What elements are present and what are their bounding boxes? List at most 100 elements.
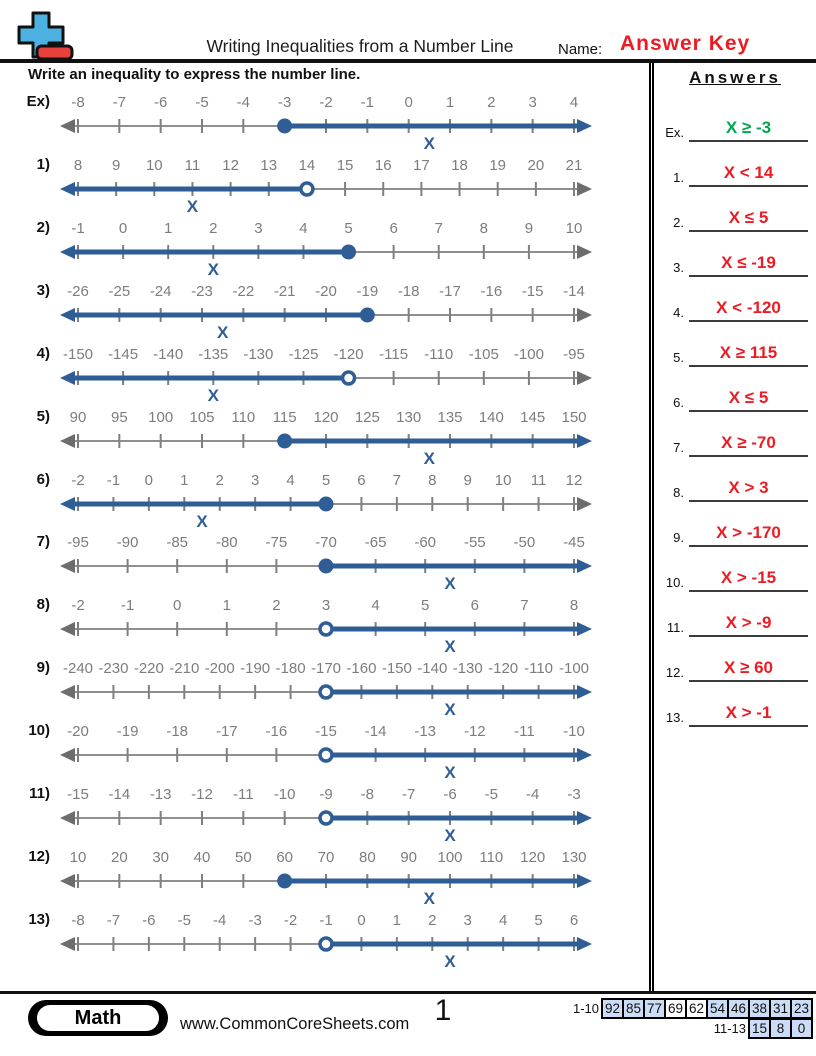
problem-row: 13) -8 -7 -6 -5 -4 -3 -2 -1 0 1 2 3 4 5 6 X	[0, 908, 650, 971]
tick-labels: -15 -14 -13 -12 -11 -10 -9 -8 -7 -6 -5 -4 -3	[67, 786, 581, 803]
svg-text:-100: -100	[559, 660, 589, 677]
svg-text:-3: -3	[278, 94, 291, 111]
svg-text:-75: -75	[266, 534, 288, 551]
score-cell: 69	[664, 998, 687, 1019]
svg-text:17: 17	[413, 157, 430, 174]
svg-text:95: 95	[111, 409, 128, 426]
svg-text:2: 2	[216, 472, 224, 489]
svg-text:0: 0	[404, 94, 412, 111]
svg-text:-60: -60	[414, 534, 436, 551]
problem-row: 3) -26 -25 -24 -23 -22 -21 -20 -19 -18 -17 -16 -15 -1…	[0, 279, 650, 342]
problem-number: 7)	[36, 533, 50, 551]
right-arrowhead	[577, 622, 592, 637]
boundary-point-closed	[277, 433, 293, 449]
tick-labels: -150 -145 -140 -135 -130 -125 -120 -115 -110 -105…	[63, 346, 585, 363]
svg-text:2: 2	[209, 220, 217, 237]
svg-text:-11: -11	[233, 786, 254, 803]
svg-text:70: 70	[318, 849, 335, 866]
svg-text:-130: -130	[243, 346, 273, 363]
svg-text:-18: -18	[398, 283, 420, 300]
left-arrowhead	[60, 433, 75, 448]
svg-text:0: 0	[145, 472, 153, 489]
left-arrowhead	[60, 622, 75, 637]
svg-text:-50: -50	[514, 534, 536, 551]
tick-labels: -8 -7 -6 -5 -4 -3 -2 -1 0 1 2 3 4	[71, 94, 578, 111]
svg-text:-1: -1	[107, 472, 120, 489]
svg-text:6: 6	[471, 597, 479, 614]
answer-value: X > -15	[720, 568, 777, 587]
svg-text:20: 20	[528, 157, 545, 174]
svg-text:5: 5	[534, 912, 542, 929]
answer-item: 7. X ≥ -70	[656, 412, 814, 457]
svg-text:-1: -1	[71, 220, 84, 237]
answer-blank-line: X > 3	[689, 478, 808, 502]
svg-text:-95: -95	[67, 534, 89, 551]
svg-text:2: 2	[428, 912, 436, 929]
boundary-point-open	[318, 747, 334, 763]
problem-number: 5)	[36, 407, 50, 425]
svg-text:-6: -6	[142, 912, 155, 929]
left-arrowhead	[60, 370, 75, 385]
answer-value: X > 3	[728, 478, 769, 497]
svg-text:8: 8	[428, 472, 436, 489]
svg-text:-145: -145	[108, 346, 138, 363]
answer-value: X ≥ -3	[725, 118, 772, 137]
x-label: X	[424, 889, 436, 908]
svg-text:-5: -5	[195, 94, 208, 111]
problem-row: 4) -150 -145 -140 -135 -130 -125 -120 -115 -110 -1…	[0, 342, 650, 405]
svg-text:18: 18	[451, 157, 468, 174]
svg-text:12: 12	[222, 157, 239, 174]
answer-number: 6.	[673, 395, 684, 410]
svg-text:3: 3	[464, 912, 472, 929]
left-arrowhead	[60, 936, 75, 951]
problem-row: 12) 10 20 30 40 50 60 70 80 90 100 110 120 130 X	[0, 845, 650, 908]
svg-text:-10: -10	[563, 723, 585, 740]
svg-text:8: 8	[74, 157, 82, 174]
svg-text:3: 3	[528, 94, 536, 111]
svg-text:-2: -2	[71, 472, 84, 489]
svg-text:-135: -135	[198, 346, 228, 363]
left-arrowhead	[60, 181, 75, 196]
x-label: X	[444, 637, 456, 656]
svg-text:135: 135	[437, 409, 462, 426]
svg-text:-8: -8	[361, 786, 374, 803]
svg-text:-110: -110	[424, 346, 453, 363]
svg-text:16: 16	[375, 157, 392, 174]
answer-number: 9.	[673, 530, 684, 545]
svg-text:-26: -26	[67, 283, 89, 300]
score-row-label: 11-13	[713, 1021, 746, 1036]
svg-text:-16: -16	[266, 723, 288, 740]
svg-text:5: 5	[344, 220, 352, 237]
problem-number: 4)	[36, 344, 50, 362]
svg-text:-170: -170	[311, 660, 341, 677]
answer-blank-line: X > -9	[689, 613, 808, 637]
right-arrowhead	[577, 559, 592, 574]
answer-item: 2. X ≤ 5	[656, 187, 814, 232]
svg-text:130: 130	[561, 849, 586, 866]
svg-text:-24: -24	[150, 283, 172, 300]
right-arrowhead	[577, 936, 592, 951]
svg-text:-14: -14	[563, 283, 585, 300]
svg-text:-220: -220	[134, 660, 164, 677]
svg-text:125: 125	[355, 409, 380, 426]
svg-text:-110: -110	[524, 660, 553, 677]
svg-text:-150: -150	[63, 346, 93, 363]
header-rule	[0, 59, 816, 63]
svg-text:10: 10	[146, 157, 163, 174]
svg-text:20: 20	[111, 849, 128, 866]
svg-text:4: 4	[371, 597, 379, 614]
svg-text:-5: -5	[178, 912, 191, 929]
svg-text:-190: -190	[240, 660, 270, 677]
left-arrowhead	[60, 307, 75, 322]
problem-number: 11)	[29, 785, 50, 803]
left-arrowhead	[60, 244, 75, 259]
svg-text:-12: -12	[191, 786, 213, 803]
problem-row: 11) -15 -14 -13 -12 -11 -10 -9 -8 -7 -6 -5 -4 -3 X	[0, 782, 650, 845]
answer-blank-line: X ≥ 115	[689, 343, 808, 367]
problem-row: 2) -1 0 1 2 3 4 5 6 7 8 9 10 X	[0, 216, 650, 279]
numberline: -15 -14 -13 -12 -11 -10 -9 -8 -7 -6 -5 -4 -3 X	[60, 786, 592, 845]
answer-blank-line: X > -1	[689, 703, 808, 727]
svg-text:150: 150	[561, 409, 586, 426]
x-label: X	[217, 323, 229, 342]
svg-text:-200: -200	[205, 660, 235, 677]
